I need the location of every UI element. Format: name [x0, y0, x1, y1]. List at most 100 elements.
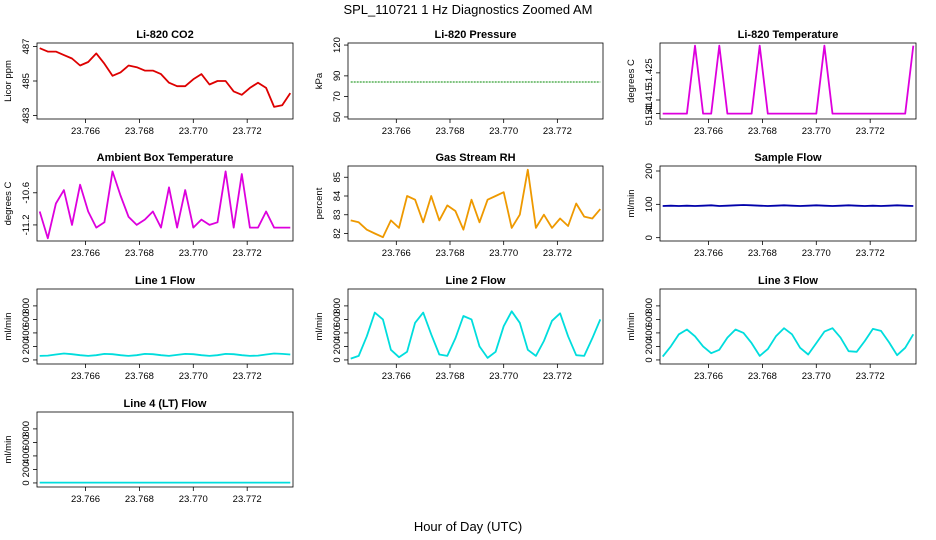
x-tick-label: 23.772 — [233, 126, 262, 137]
y-tick-label: 50 — [332, 112, 343, 123]
panel-5: Sample Flow ml/min 0 100 200 23.766 23.768 23.7… — [626, 152, 917, 259]
series-line — [662, 204, 914, 207]
x-tick-label: 23.772 — [856, 248, 885, 259]
panel-title: Ambient Box Temperature — [97, 152, 234, 164]
panel-title: Line 2 Flow — [446, 275, 506, 287]
x-tick-label: 23.772 — [233, 371, 262, 382]
y-axis-label: degrees C — [626, 59, 637, 103]
y-tick-label: -11.2 — [21, 214, 32, 235]
y-tick-label: 600 — [644, 311, 655, 327]
y-tick-label: 600 — [21, 434, 32, 450]
x-tick-label: 23.768 — [435, 371, 464, 382]
plot-frame — [347, 288, 604, 365]
y-tick-label: 85 — [332, 172, 343, 183]
y-axis-label: ml/min — [626, 313, 637, 341]
plot-frame — [36, 165, 294, 242]
x-tick-label: 23.768 — [748, 371, 777, 382]
x-tick-label: 23.770 — [489, 248, 518, 259]
panel-title: Li-820 Pressure — [435, 29, 517, 41]
x-tick-label: 23.768 — [125, 371, 154, 382]
panel-4: Gas Stream RH percent 82 83 84 85 23.766 23.768… — [314, 152, 604, 259]
x-tick-label: 23.770 — [489, 126, 518, 137]
panel-title: Gas Stream RH — [435, 152, 515, 164]
x-tick-label: 23.768 — [748, 248, 777, 259]
x-tick-label: 23.770 — [179, 494, 208, 505]
y-tick-label: 0 — [644, 357, 655, 362]
y-tick-label: 600 — [21, 311, 32, 327]
x-tick-label: 23.766 — [382, 126, 411, 137]
x-tick-label: 23.766 — [71, 248, 100, 259]
series-line — [661, 327, 915, 358]
x-tick-label: 23.766 — [71, 494, 100, 505]
plot-frame — [36, 288, 294, 365]
x-tick-label: 23.770 — [179, 248, 208, 259]
panel-title: Line 3 Flow — [758, 275, 818, 287]
figure-x-label: Hour of Day (UTC) — [414, 519, 522, 534]
series-line — [38, 170, 291, 240]
x-tick-label: 23.766 — [694, 248, 723, 259]
y-tick-label: 200 — [644, 339, 655, 355]
x-tick-label: 23.770 — [179, 126, 208, 137]
series-line — [39, 47, 292, 108]
x-tick-label: 23.766 — [694, 126, 723, 137]
y-tick-label: 200 — [21, 462, 32, 478]
y-tick-label: 0 — [21, 480, 32, 485]
panel-grid: Li-820 CO2 Licor ppm 483 485 487 23.766 23.768… — [3, 29, 917, 505]
x-tick-label: 23.766 — [382, 248, 411, 259]
y-axis-label: ml/min — [3, 436, 14, 464]
x-tick-label: 23.768 — [435, 248, 464, 259]
x-tick-label: 23.768 — [125, 126, 154, 137]
panel-title: Line 4 (LT) Flow — [124, 398, 207, 410]
x-tick-label: 23.772 — [543, 126, 572, 137]
plot-frame — [659, 288, 917, 365]
y-tick-label: 485 — [21, 73, 32, 89]
y-tick-label: 400 — [644, 325, 655, 341]
series-line — [39, 352, 291, 357]
panel-title: Line 1 Flow — [135, 275, 195, 287]
plot-frame — [659, 165, 917, 242]
x-tick-label: 23.766 — [71, 126, 100, 137]
panel-2: Li-820 Temperature degrees C 51.4151.41551… — [626, 29, 917, 137]
y-tick-label: 487 — [21, 39, 32, 55]
x-tick-label: 23.770 — [179, 371, 208, 382]
y-tick-label: -10.6 — [21, 182, 32, 204]
y-tick-label: 400 — [21, 325, 32, 341]
y-tick-label: 70 — [332, 91, 343, 102]
x-tick-label: 23.772 — [233, 248, 262, 259]
y-axis-label: ml/min — [314, 313, 325, 341]
panel-title: Li-820 CO2 — [136, 29, 193, 41]
y-tick-label: 200 — [332, 339, 343, 355]
plot-frame — [36, 411, 294, 488]
x-tick-label: 23.766 — [71, 371, 100, 382]
y-tick-label: 800 — [644, 298, 655, 314]
y-axis-label: ml/min — [626, 190, 637, 218]
panel-0: Li-820 CO2 Licor ppm 483 485 487 23.766 23.768… — [3, 29, 294, 137]
x-tick-label: 23.772 — [543, 248, 572, 259]
x-tick-label: 23.768 — [748, 126, 777, 137]
y-tick-label: 82 — [332, 228, 343, 239]
x-tick-label: 23.768 — [125, 494, 154, 505]
y-tick-label: 0 — [332, 357, 343, 362]
y-tick-label: 800 — [21, 298, 32, 314]
x-tick-label: 23.770 — [802, 248, 831, 259]
x-tick-label: 23.770 — [489, 371, 518, 382]
plot-frame — [659, 42, 917, 120]
y-tick-label: 120 — [332, 37, 343, 53]
panel-title: Sample Flow — [754, 152, 822, 164]
y-axis-label: ml/min — [3, 313, 14, 341]
y-axis-label: degrees C — [3, 181, 14, 225]
y-tick-label: 600 — [332, 311, 343, 327]
y-tick-label: 200 — [644, 163, 655, 179]
y-axis-label: Licor ppm — [3, 60, 14, 102]
y-axis-label: kPa — [314, 72, 325, 89]
plot-frame — [36, 42, 294, 120]
x-tick-label: 23.768 — [435, 126, 464, 137]
y-tick-label: 800 — [332, 298, 343, 314]
figure-title: SPL_110721 1 Hz Diagnostics Zoomed AM — [343, 2, 592, 17]
x-tick-label: 23.766 — [382, 371, 411, 382]
x-tick-label: 23.766 — [694, 371, 723, 382]
